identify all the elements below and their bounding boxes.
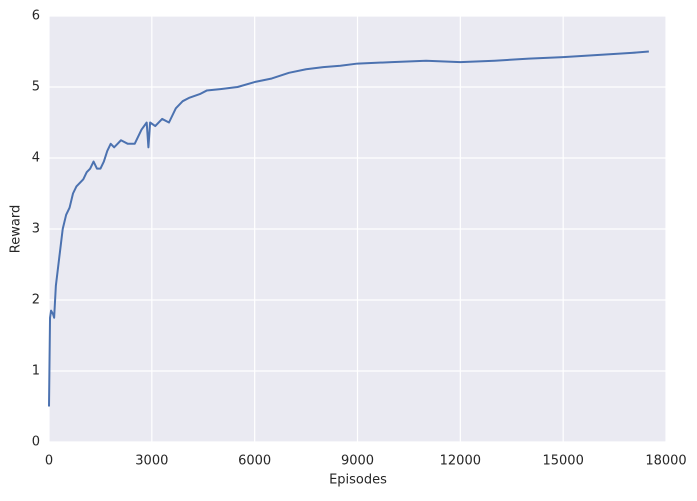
x-tick-label: 15000 xyxy=(542,454,583,469)
x-tick-label: 0 xyxy=(45,454,53,469)
y-tick-label: 4 xyxy=(32,151,40,166)
data-line xyxy=(48,50,649,407)
y-tick-label: 2 xyxy=(32,293,40,308)
y-tick-label: 5 xyxy=(32,80,40,95)
x-tick-label: 3000 xyxy=(135,454,168,469)
x-axis-label: Episodes xyxy=(329,473,387,488)
x-tick-label: 18000 xyxy=(645,454,686,469)
x-tick-label: 6000 xyxy=(238,454,271,469)
y-tick-label: 0 xyxy=(32,435,40,450)
y-tick-label: 6 xyxy=(32,9,40,24)
x-tick-label: 12000 xyxy=(440,454,481,469)
y-tick-label: 3 xyxy=(32,222,40,237)
y-tick-label: 1 xyxy=(32,364,40,379)
x-tick-label: 9000 xyxy=(341,454,374,469)
y-axis-label: Reward xyxy=(9,205,24,253)
